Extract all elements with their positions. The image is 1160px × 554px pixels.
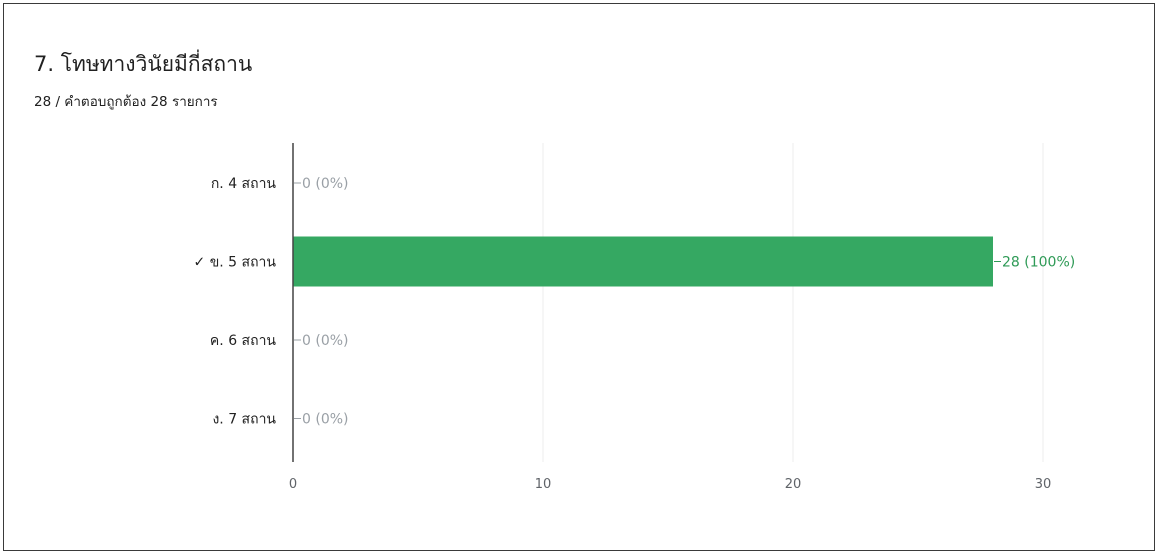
question-title: 7. โทษทางวินัยมีกี่สถาน (34, 52, 253, 76)
x-tick-label: 20 (785, 477, 802, 492)
response-summary: 28 / คำตอบถูกต้อง 28 รายการ (34, 94, 218, 110)
value-label: 0 (0%) (302, 333, 349, 349)
x-tick-label: 30 (1035, 477, 1052, 492)
category-label: ง. 7 สถาน (212, 412, 276, 428)
category-label: ค. 6 สถาน (210, 333, 277, 349)
bar (293, 236, 993, 287)
x-tick-label: 10 (535, 477, 552, 492)
x-tick-label: 0 (289, 477, 297, 492)
category-label: ก. 4 สถาน (211, 176, 277, 192)
value-label: 28 (100%) (1002, 255, 1075, 271)
value-label: 0 (0%) (302, 176, 349, 192)
category-label: ✓ ข. 5 สถาน (194, 255, 277, 271)
value-label: 0 (0%) (302, 412, 349, 428)
